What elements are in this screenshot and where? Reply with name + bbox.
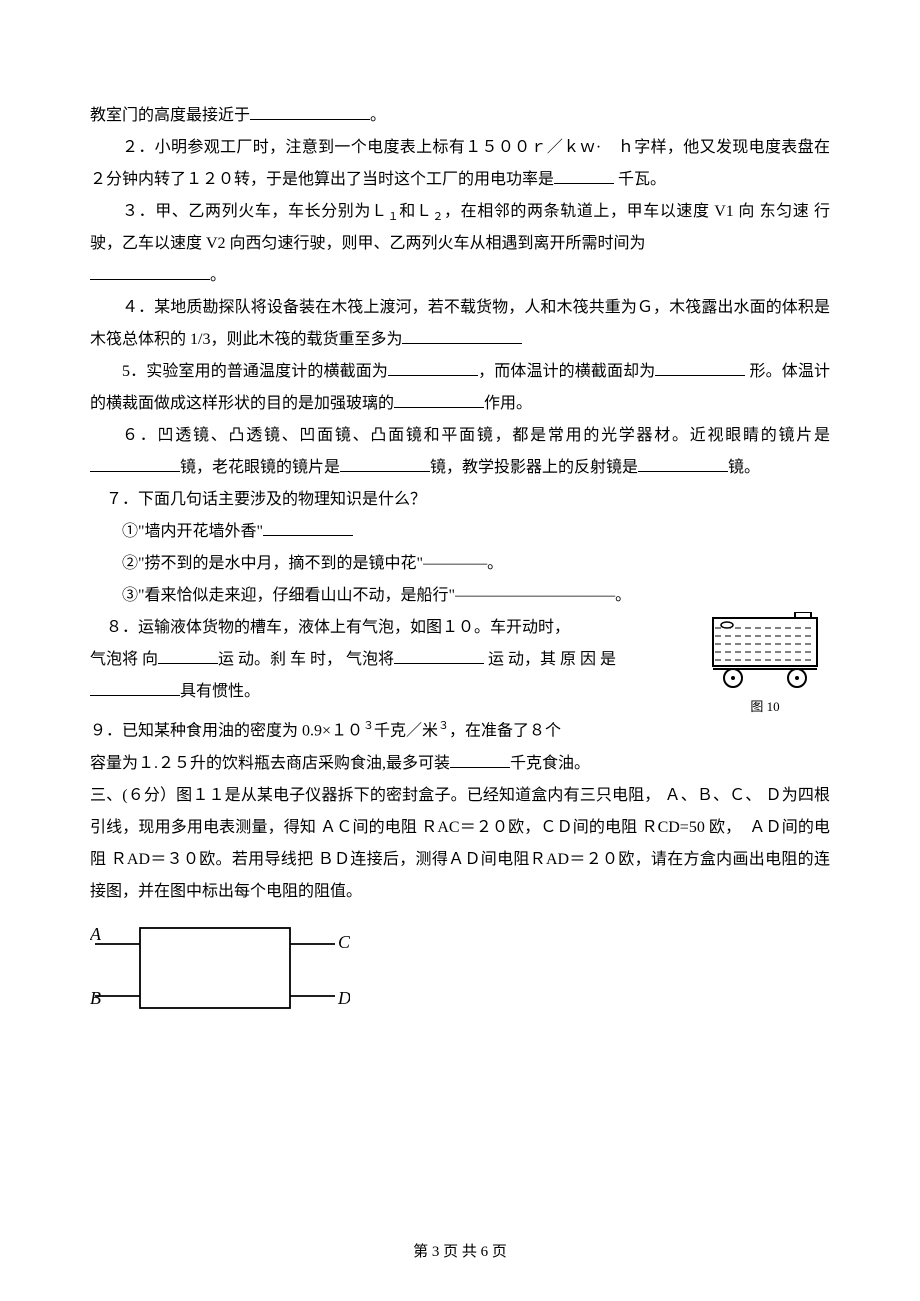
q5-blank3	[394, 391, 484, 408]
q9-text-d: 容量为１.２５升的饮料瓶去商店采购食油,最多可装	[90, 755, 450, 772]
q9-sup2: ３	[438, 720, 449, 732]
q1-period: 。	[370, 107, 386, 124]
q6-blank2	[340, 455, 430, 472]
q9-blank	[450, 751, 510, 768]
q5-blank1	[388, 359, 478, 376]
q8-text-b: 气泡将 向	[90, 651, 158, 668]
q8-text-d: 运 动，其 原 因 是	[484, 651, 616, 668]
q5-text-a: 5．实验室用的普通温度计的横截面为	[122, 363, 388, 380]
page-number: 第 3 页 共 6 页	[413, 1244, 507, 1260]
label-d: D	[337, 988, 350, 1008]
q8-blank3	[90, 679, 180, 696]
q9-text-b: 千克／米	[374, 723, 438, 740]
q3-period: 。	[210, 267, 226, 284]
q7-3: ③"看来恰似走来迎，仔细看山山不动，是船行"——————————。	[122, 587, 631, 604]
figure-10-caption: 图 10	[750, 699, 779, 714]
q2-blank	[554, 167, 614, 184]
q3-blank	[90, 263, 210, 280]
q6-text-c: 镜，教学投影器上的反射镜是	[430, 459, 638, 476]
q8-blank1	[158, 647, 218, 664]
q3-sub1: １	[388, 211, 400, 223]
q5-text-b: ，而体温计的横截面却为	[478, 363, 655, 380]
label-b: B	[90, 988, 101, 1008]
figure-11: A B C D	[90, 918, 830, 1033]
q7-1-blank	[263, 519, 353, 536]
q8-blank2	[394, 647, 484, 664]
q6-text-a: ６．凹透镜、凸透镜、凹面镜、凸面镜和平面镜，都是常用的光学器材。近视眼睛的镜片是	[122, 427, 830, 444]
q6-text-b: 镜，老花眼镜的镜片是	[180, 459, 340, 476]
label-c: C	[338, 932, 350, 952]
q7-2: ②"捞不到的是水中月，摘不到的是镜中花"————。	[122, 555, 503, 572]
q9-text-a: ９．已知某种食用油的密度为 0.9×１０	[90, 723, 363, 740]
q8-text-a: ８．运输液体货物的槽车，液体上有气泡，如图１０。车开动时，	[106, 619, 570, 636]
q3-sub2: ２	[432, 211, 444, 223]
q2-text-b: 千瓦。	[618, 171, 666, 188]
page-footer: 第 3 页 共 6 页	[0, 1240, 920, 1261]
q7-1: ①"墙内开花墙外香"	[122, 523, 263, 540]
q6-text-d: 镜。	[728, 459, 760, 476]
q1-blank	[250, 103, 370, 120]
q6-blank1	[90, 455, 180, 472]
q7-text-a: ７．下面几句话主要涉及的物理知识是什么？	[106, 491, 426, 508]
q9-sup1: ３	[363, 720, 374, 732]
q6-blank3	[638, 455, 728, 472]
label-a: A	[90, 924, 102, 944]
q8-text-c: 运 动。刹 车 时， 气泡将	[218, 651, 394, 668]
q9-text-e: 千克食油。	[510, 755, 590, 772]
q4-blank	[402, 327, 522, 344]
sealed-box-icon: A B C D	[90, 918, 350, 1028]
q10-text-a: 三、(６分）图１１是从某电子仪器拆下的密封盒子。已经知道盒内有三只电阻， Ａ、Ｂ…	[90, 787, 830, 900]
tank-car-icon	[705, 612, 825, 692]
q5-blank2	[655, 359, 745, 376]
q9-text-c: ，在准备了８个	[449, 723, 561, 740]
figure-10: 图 10	[692, 612, 830, 715]
q3-text-a: ３．甲、乙两列火车，车长分别为Ｌ	[122, 203, 388, 220]
q5-text-d: 作用。	[484, 395, 532, 412]
q8-text-e: 具有惯性。	[180, 683, 260, 700]
q1-text: 教室门的高度最接近于	[90, 107, 250, 124]
q3-text-b: 和Ｌ	[399, 203, 432, 220]
q2-text-a: ２．小明参观工厂时，注意到一个电度表上标有１５００ｒ／ｋｗ· ｈ字样，他又发现电…	[90, 139, 830, 188]
